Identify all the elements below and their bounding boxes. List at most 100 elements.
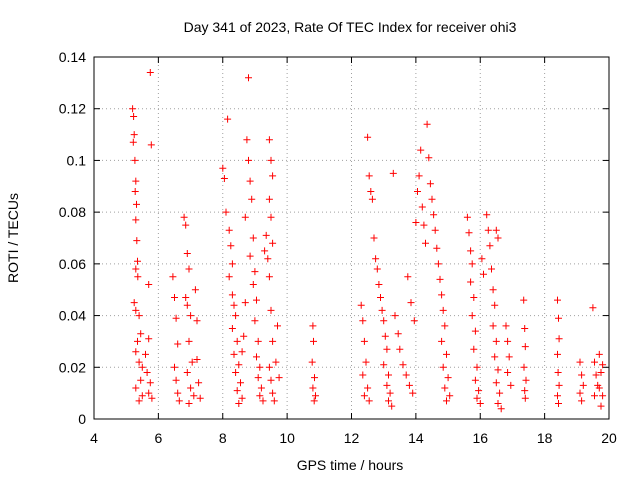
data-point [426, 180, 434, 188]
data-point [193, 356, 201, 363]
data-point [443, 350, 450, 358]
x-tick-label: 10 [279, 430, 295, 446]
data-point [428, 195, 436, 203]
data-point [494, 400, 502, 407]
data-point [597, 369, 605, 376]
data-point [433, 244, 441, 252]
data-point [364, 133, 372, 141]
data-point [145, 281, 153, 288]
data-point [595, 350, 603, 358]
data-point [129, 105, 137, 113]
y-tick-label: 0 [78, 411, 86, 427]
data-point [492, 379, 500, 387]
data-point [578, 397, 586, 405]
data-point [261, 247, 269, 255]
x-tick-label: 8 [219, 430, 227, 446]
data-point [470, 294, 478, 301]
data-point [470, 345, 478, 353]
data-point [522, 376, 530, 384]
data-point [555, 314, 562, 322]
data-point [256, 363, 264, 371]
data-point [415, 172, 423, 180]
data-point [488, 265, 495, 273]
data-point [224, 115, 232, 123]
data-point [308, 358, 316, 366]
data-point [311, 374, 318, 382]
data-point [264, 255, 272, 263]
data-point [489, 286, 497, 294]
data-point [254, 337, 262, 345]
data-point [381, 332, 389, 340]
data-point [195, 379, 203, 387]
data-point [554, 296, 561, 304]
data-point [484, 226, 492, 234]
data-point [497, 405, 505, 413]
data-point [269, 239, 277, 247]
data-point [135, 358, 143, 366]
data-point [262, 231, 270, 239]
y-ticks: 0 0.02 0.04 0.06 0.08 0.1 0.12 0.14 [59, 49, 609, 427]
data-point [475, 387, 483, 395]
data-point [190, 392, 198, 400]
data-point [238, 348, 246, 356]
x-tick-label: 6 [154, 430, 162, 446]
data-point [256, 392, 264, 400]
data-point [132, 216, 140, 224]
data-point [248, 195, 256, 203]
data-point [228, 325, 236, 332]
data-point [385, 371, 392, 379]
data-point [364, 384, 372, 392]
data-point [134, 337, 141, 345]
data-point [599, 392, 607, 400]
data-point [576, 389, 584, 397]
data-point [555, 381, 563, 389]
data-point [505, 353, 513, 361]
data-point [133, 200, 140, 208]
data-point [370, 234, 378, 242]
data-point [439, 363, 447, 371]
data-point [171, 294, 178, 301]
data-point [174, 340, 182, 348]
data-point [148, 394, 156, 402]
data-point [441, 384, 449, 392]
data-point [520, 363, 528, 371]
data-point [180, 213, 188, 221]
data-point [172, 376, 180, 384]
data-point [132, 177, 140, 185]
grid [94, 57, 609, 419]
data-point [132, 384, 140, 392]
data-point [257, 384, 265, 392]
data-point [310, 397, 318, 405]
data-point [183, 369, 191, 376]
data-point [365, 172, 373, 180]
data-point [420, 221, 428, 229]
y-tick-label: 0.1 [67, 152, 87, 168]
data-point [402, 371, 410, 379]
data-point [404, 273, 412, 281]
data-point [269, 337, 277, 345]
y-tick-label: 0.06 [59, 256, 86, 272]
data-point [225, 273, 233, 281]
data-point [137, 376, 145, 384]
data-point [373, 265, 381, 273]
data-point [253, 353, 260, 361]
data-point [591, 358, 598, 366]
data-point [267, 306, 275, 314]
data-point [219, 164, 227, 172]
data-point [471, 376, 479, 384]
data-point [446, 392, 454, 400]
data-point [267, 376, 275, 384]
data-point [378, 306, 386, 314]
y-tick-label: 0.14 [59, 49, 86, 65]
data-point [249, 281, 257, 288]
data-point [480, 270, 487, 278]
data-point [135, 397, 143, 405]
x-tick-label: 12 [344, 430, 360, 446]
data-point [182, 221, 190, 229]
data-point [555, 335, 563, 343]
data-point [360, 392, 368, 400]
data-point [365, 397, 373, 405]
data-point [174, 389, 182, 397]
data-point [183, 301, 191, 309]
data-point [270, 397, 278, 405]
